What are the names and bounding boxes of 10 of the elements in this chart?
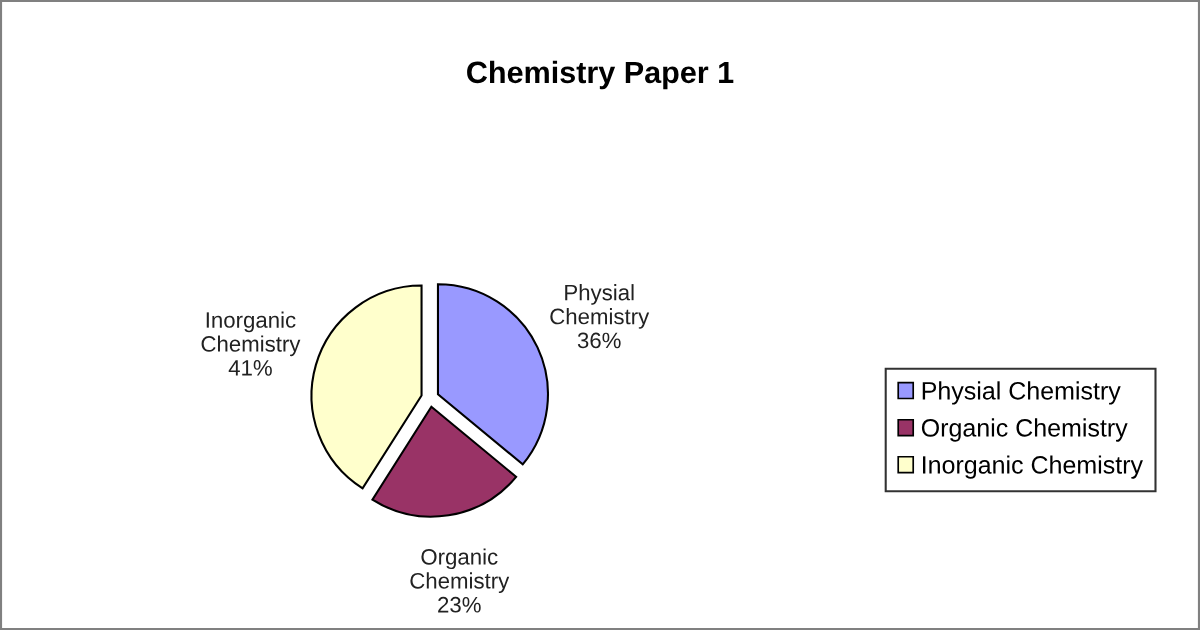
data-label: 23% (438, 596, 481, 613)
slice-label: Physial Chemistry (550, 284, 650, 329)
legend-label: Inorganic Chemistry (923, 455, 1143, 479)
legend-label: Physial Chemistry (922, 381, 1121, 405)
data-label: 36% (577, 332, 621, 349)
data-label: 41% (228, 360, 272, 376)
legend-label: Organic Chemistry (921, 418, 1128, 442)
chart-title: Chemistry Paper 1 (467, 60, 734, 90)
slice-label: Organic Chemistry (410, 548, 510, 594)
slice-label: Inorganic Chemistry (201, 311, 301, 357)
